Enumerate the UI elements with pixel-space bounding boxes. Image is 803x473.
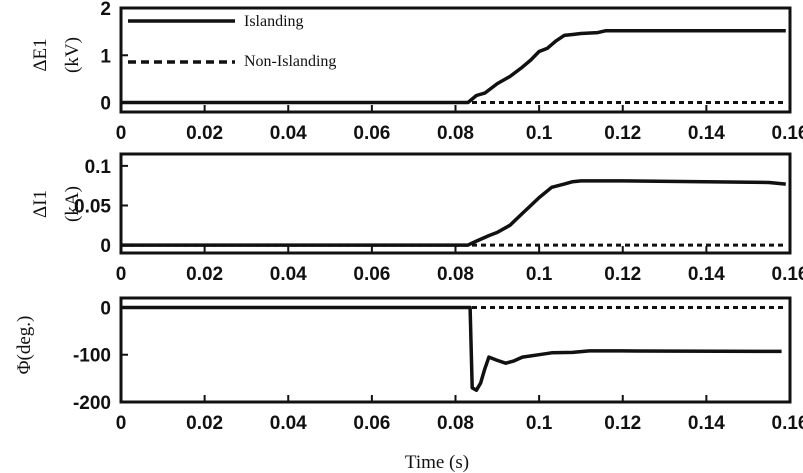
- panel-3-marks: 0 0.02 0.04 0.06 0.08 0.1 0.12 0.14 0.16 -200 -100…: [73, 298, 803, 434]
- panel-3-ytick-label: -100: [73, 346, 111, 367]
- panel-2-xtick-label: 0.04: [270, 264, 307, 285]
- panel-2-xtick-label: 0.08: [437, 264, 474, 285]
- panel-1-ytick-label: 0: [100, 94, 111, 115]
- panel-2-ylabel-line-2: (kA): [62, 186, 83, 222]
- panel-1-xtick-label: 0.08: [437, 123, 474, 144]
- panel-2-ylabel-line-1: ΔI1: [30, 190, 51, 218]
- panel-2-xtick-label: 0.12: [604, 264, 641, 285]
- panel-3-xtick-label: 0.16: [772, 413, 803, 434]
- panel-3-series-islanding: [121, 305, 782, 392]
- panel-3-ytick-label: -200: [73, 393, 111, 414]
- panel-1-xtick-label: 0.1: [526, 123, 553, 144]
- panel-3-xtick-label: 0.12: [604, 413, 641, 434]
- panel-3-xtick-label: 0.08: [437, 413, 474, 434]
- panel-1-xtick-label: 0.04: [270, 123, 307, 144]
- panel-1-marks: 0 0.02 0.04 0.06 0.08 0.1 0.12 0.14 0.16 0 1 2: [100, 0, 803, 144]
- legend-label-non-islanding: Non-Islanding: [244, 53, 336, 70]
- panel-2-series-islanding: [121, 179, 786, 247]
- panel-1-series-islanding: [121, 28, 786, 105]
- panel-1-xtick-label: 0.16: [772, 123, 803, 144]
- panel-2-ytick-label: 0: [100, 236, 111, 257]
- panel-2-xtick-label: 0.02: [186, 264, 223, 285]
- panel-3-ylabel: Φ(deg.): [14, 316, 35, 375]
- panel-2-xtick-label: 0: [116, 264, 127, 285]
- panel-1-xtick-label: 0: [116, 123, 127, 144]
- panel-3-xtick-label: 0.06: [353, 413, 390, 434]
- panel-1-ylabel-line-1: ΔE1: [30, 38, 51, 71]
- panel-2-ytick-label: 0.1: [85, 157, 112, 178]
- panel-2-xtick-label: 0.1: [526, 264, 553, 285]
- panel-1-xtick-label: 0.14: [688, 123, 725, 144]
- panel-3: 0 0.02 0.04 0.06 0.08 0.1 0.12 0.14 0.16 -200 -100…: [14, 296, 803, 434]
- panel-3-xtick-label: 0.14: [688, 413, 725, 434]
- panel-3-xtick-label: 0.02: [186, 413, 223, 434]
- panel-1-xtick-label: 0.12: [604, 123, 641, 144]
- panel-1-ytick-label: 1: [100, 46, 111, 67]
- panel-2: 0 0.02 0.04 0.06 0.08 0.1 0.12 0.14 0.16 0 0.05 0.1…: [30, 152, 803, 285]
- panel-3-xtick-label: 0: [116, 413, 127, 434]
- panel-1: 00.020.040.060.080.10.120.140.16012 ΔE1 …: [30, 0, 803, 144]
- panel-3-xtick-label: 0.1: [526, 413, 553, 434]
- panel-2-marks: 0 0.02 0.04 0.06 0.08 0.1 0.12 0.14 0.16 0 0.05 0.1: [74, 157, 803, 285]
- x-axis-title: Time (s): [405, 452, 469, 473]
- panel-2-frame: [119, 152, 792, 255]
- panel-2-xtick-label: 0.06: [353, 264, 390, 285]
- panel-1-xtick-label: 0.02: [186, 123, 223, 144]
- panel-1-xtick-label: 0.06: [353, 123, 390, 144]
- legend: Islanding Non-Islanding: [128, 13, 336, 70]
- legend-label-islanding: Islanding: [244, 13, 304, 30]
- panel-3-xtick-label: 0.04: [270, 413, 307, 434]
- panel-1-ytick-label: 2: [100, 0, 111, 20]
- panel-2-ytick-label: 0.05: [74, 196, 111, 217]
- panel-3-ytick-label: 0: [100, 298, 111, 319]
- panel-2-xtick-label: 0.14: [688, 264, 725, 285]
- panel-2-xtick-label: 0.16: [772, 264, 803, 285]
- panel-1-frame: [119, 6, 792, 114]
- panel-1-ylabel-line-2: (kV): [62, 37, 83, 73]
